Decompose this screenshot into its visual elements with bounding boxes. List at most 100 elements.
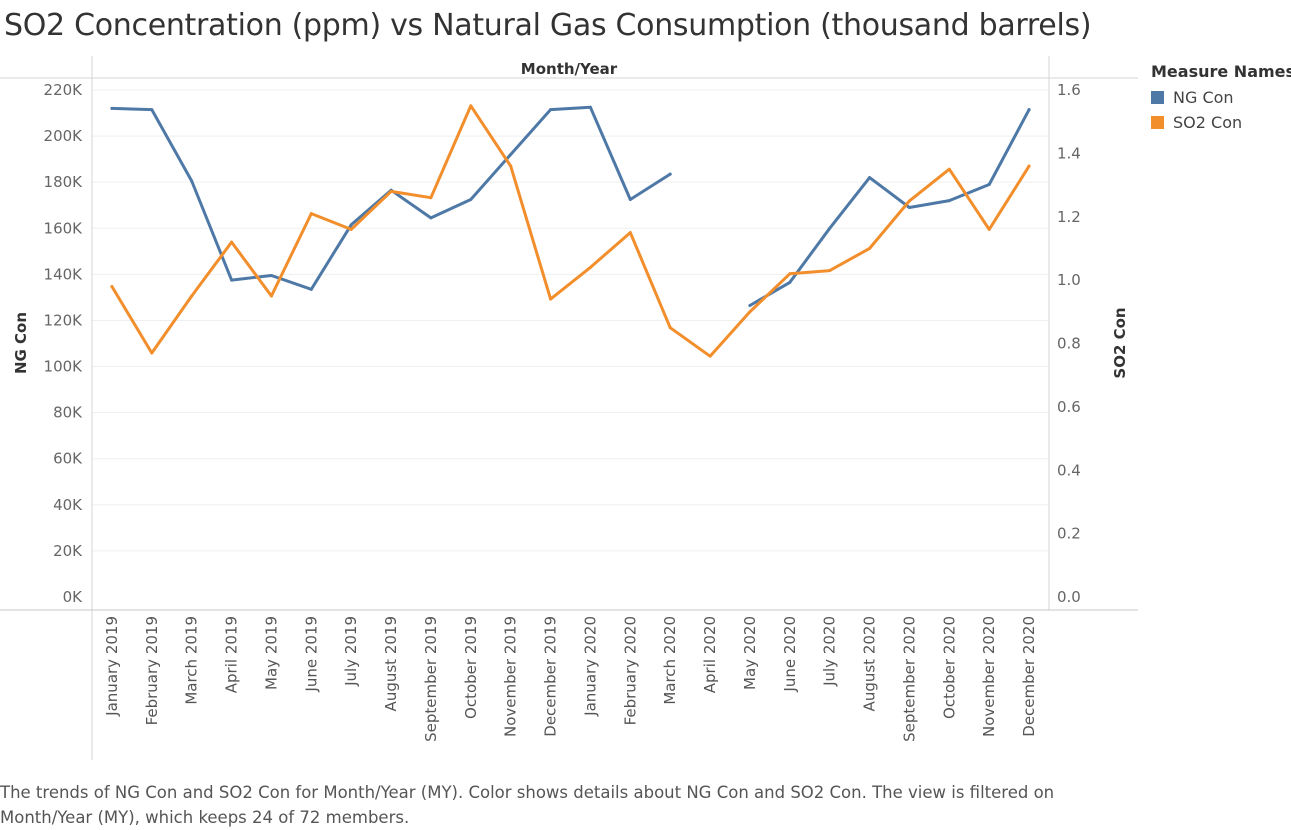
dual-axis-line-chart: Month/Year NG Con SO2 Con 0K 20K 40K 60K 80K… [0,56,1138,760]
x-tick-label: April 2019 [223,616,241,693]
x-tick-label: December 2020 [1020,616,1038,737]
data-point-so2-con [1027,164,1031,168]
data-point-so2-con [868,246,872,250]
x-tick-label: September 2020 [900,616,918,742]
x-tick-label: February 2020 [621,616,639,725]
x-tick-label: September 2019 [422,616,440,742]
data-point-so2-con [309,212,313,216]
x-axis-title: Month/Year [521,60,618,78]
x-tick-label: April 2020 [701,616,719,693]
data-point-ng-con [947,199,951,203]
data-point-so2-con [987,227,991,231]
right-tick-label: 1.6 [1057,81,1081,99]
x-tick-label: January 2020 [581,616,599,717]
legend-title: Measure Names [1151,62,1291,81]
left-tick-label: 160K [44,219,84,237]
left-tick-label: 40K [53,496,83,514]
data-point-so2-con [549,297,553,301]
left-tick-label: 100K [44,358,84,376]
data-point-ng-con [349,223,353,227]
data-point-ng-con [469,197,473,201]
x-tick-label: January 2019 [103,616,121,717]
left-axis-ticks: 0K 20K 40K 60K 80K 100K 120K 140K 160K 180K 200K 22… [44,81,84,606]
chart-caption: The trends of NG Con and SO2 Con for Mon… [0,783,1055,827]
data-point-so2-con [389,189,393,193]
data-point-ng-con [429,216,433,220]
x-tick-label: March 2020 [661,616,679,705]
legend-label-ng-con: NG Con [1173,88,1234,107]
data-point-ng-con [748,303,752,307]
data-point-so2-con [469,104,473,108]
data-point-so2-con [907,199,911,203]
x-tick-label: May 2019 [262,616,280,690]
left-tick-label: 220K [44,81,84,99]
data-point-ng-con [788,280,792,284]
data-point-so2-con [110,284,114,288]
right-tick-label: 0.0 [1057,588,1081,606]
data-point-so2-con [190,294,194,298]
x-tick-label: December 2019 [542,616,560,737]
data-point-so2-con [150,351,154,355]
x-tick-label: July 2020 [821,616,839,687]
data-point-so2-con [708,354,712,358]
data-point-so2-con [509,164,513,168]
x-tick-label: November 2020 [980,616,998,737]
x-tick-label: August 2019 [382,616,400,711]
x-tick-label: February 2019 [143,616,161,725]
legend-swatch-so2-con [1151,116,1164,129]
left-tick-label: 180K [44,173,84,191]
data-point-so2-con [748,310,752,314]
series-layer [110,104,1031,358]
legend-swatch-ng-con [1151,91,1164,104]
x-tick-label: July 2019 [342,616,360,687]
x-tick-label: October 2019 [462,616,480,719]
data-point-ng-con [668,172,672,176]
data-point-ng-con [588,105,592,109]
x-tick-label: May 2020 [741,616,759,690]
left-tick-label: 20K [53,542,83,560]
data-point-so2-con [429,196,433,200]
x-tick-label: November 2019 [502,616,520,737]
right-tick-label: 0.2 [1057,525,1081,543]
x-tick-label: March 2019 [183,616,201,705]
data-point-so2-con [668,326,672,330]
chart-title: SO2 Concentration (ppm) vs Natural Gas C… [4,8,1092,43]
data-point-ng-con [828,226,832,230]
left-tick-label: 120K [44,311,84,329]
data-point-ng-con [150,108,154,112]
legend-item-so2-con[interactable]: SO2 Con [1151,110,1291,135]
data-point-so2-con [588,265,592,269]
left-tick-label: 60K [53,450,83,468]
right-axis-title: SO2 Con [1111,307,1129,378]
series-line-ng-con [110,105,672,291]
data-point-ng-con [907,206,911,210]
gridlines [92,89,1049,552]
right-tick-label: 0.8 [1057,335,1081,353]
left-tick-label: 140K [44,265,84,283]
data-point-ng-con [1027,108,1031,112]
left-axis-title: NG Con [12,312,30,374]
data-point-ng-con [269,274,273,278]
data-point-so2-con [828,269,832,273]
right-tick-label: 1.2 [1057,208,1081,226]
right-axis-ticks: 0.0 0.2 0.4 0.6 0.8 1.0 1.2 1.4 1.6 [1057,81,1081,606]
data-point-ng-con [628,197,632,201]
data-point-so2-con [230,240,234,244]
x-tick-label: June 2020 [781,616,799,693]
data-point-so2-con [269,294,273,298]
data-point-ng-con [230,278,234,282]
left-tick-label: 0K [63,588,84,606]
data-point-so2-con [349,227,353,231]
legend: Measure Names NG Con SO2 Con [1151,62,1291,135]
x-tick-label: August 2020 [861,616,879,711]
x-tick-label: October 2020 [940,616,958,719]
data-point-ng-con [309,287,313,291]
data-point-so2-con [788,272,792,276]
legend-label-so2-con: SO2 Con [1173,113,1243,132]
left-tick-label: 80K [53,404,83,422]
right-tick-label: 1.0 [1057,271,1081,289]
data-point-so2-con [628,231,632,235]
right-tick-label: 1.4 [1057,144,1081,162]
legend-item-ng-con[interactable]: NG Con [1151,85,1291,110]
right-tick-label: 0.6 [1057,398,1081,416]
